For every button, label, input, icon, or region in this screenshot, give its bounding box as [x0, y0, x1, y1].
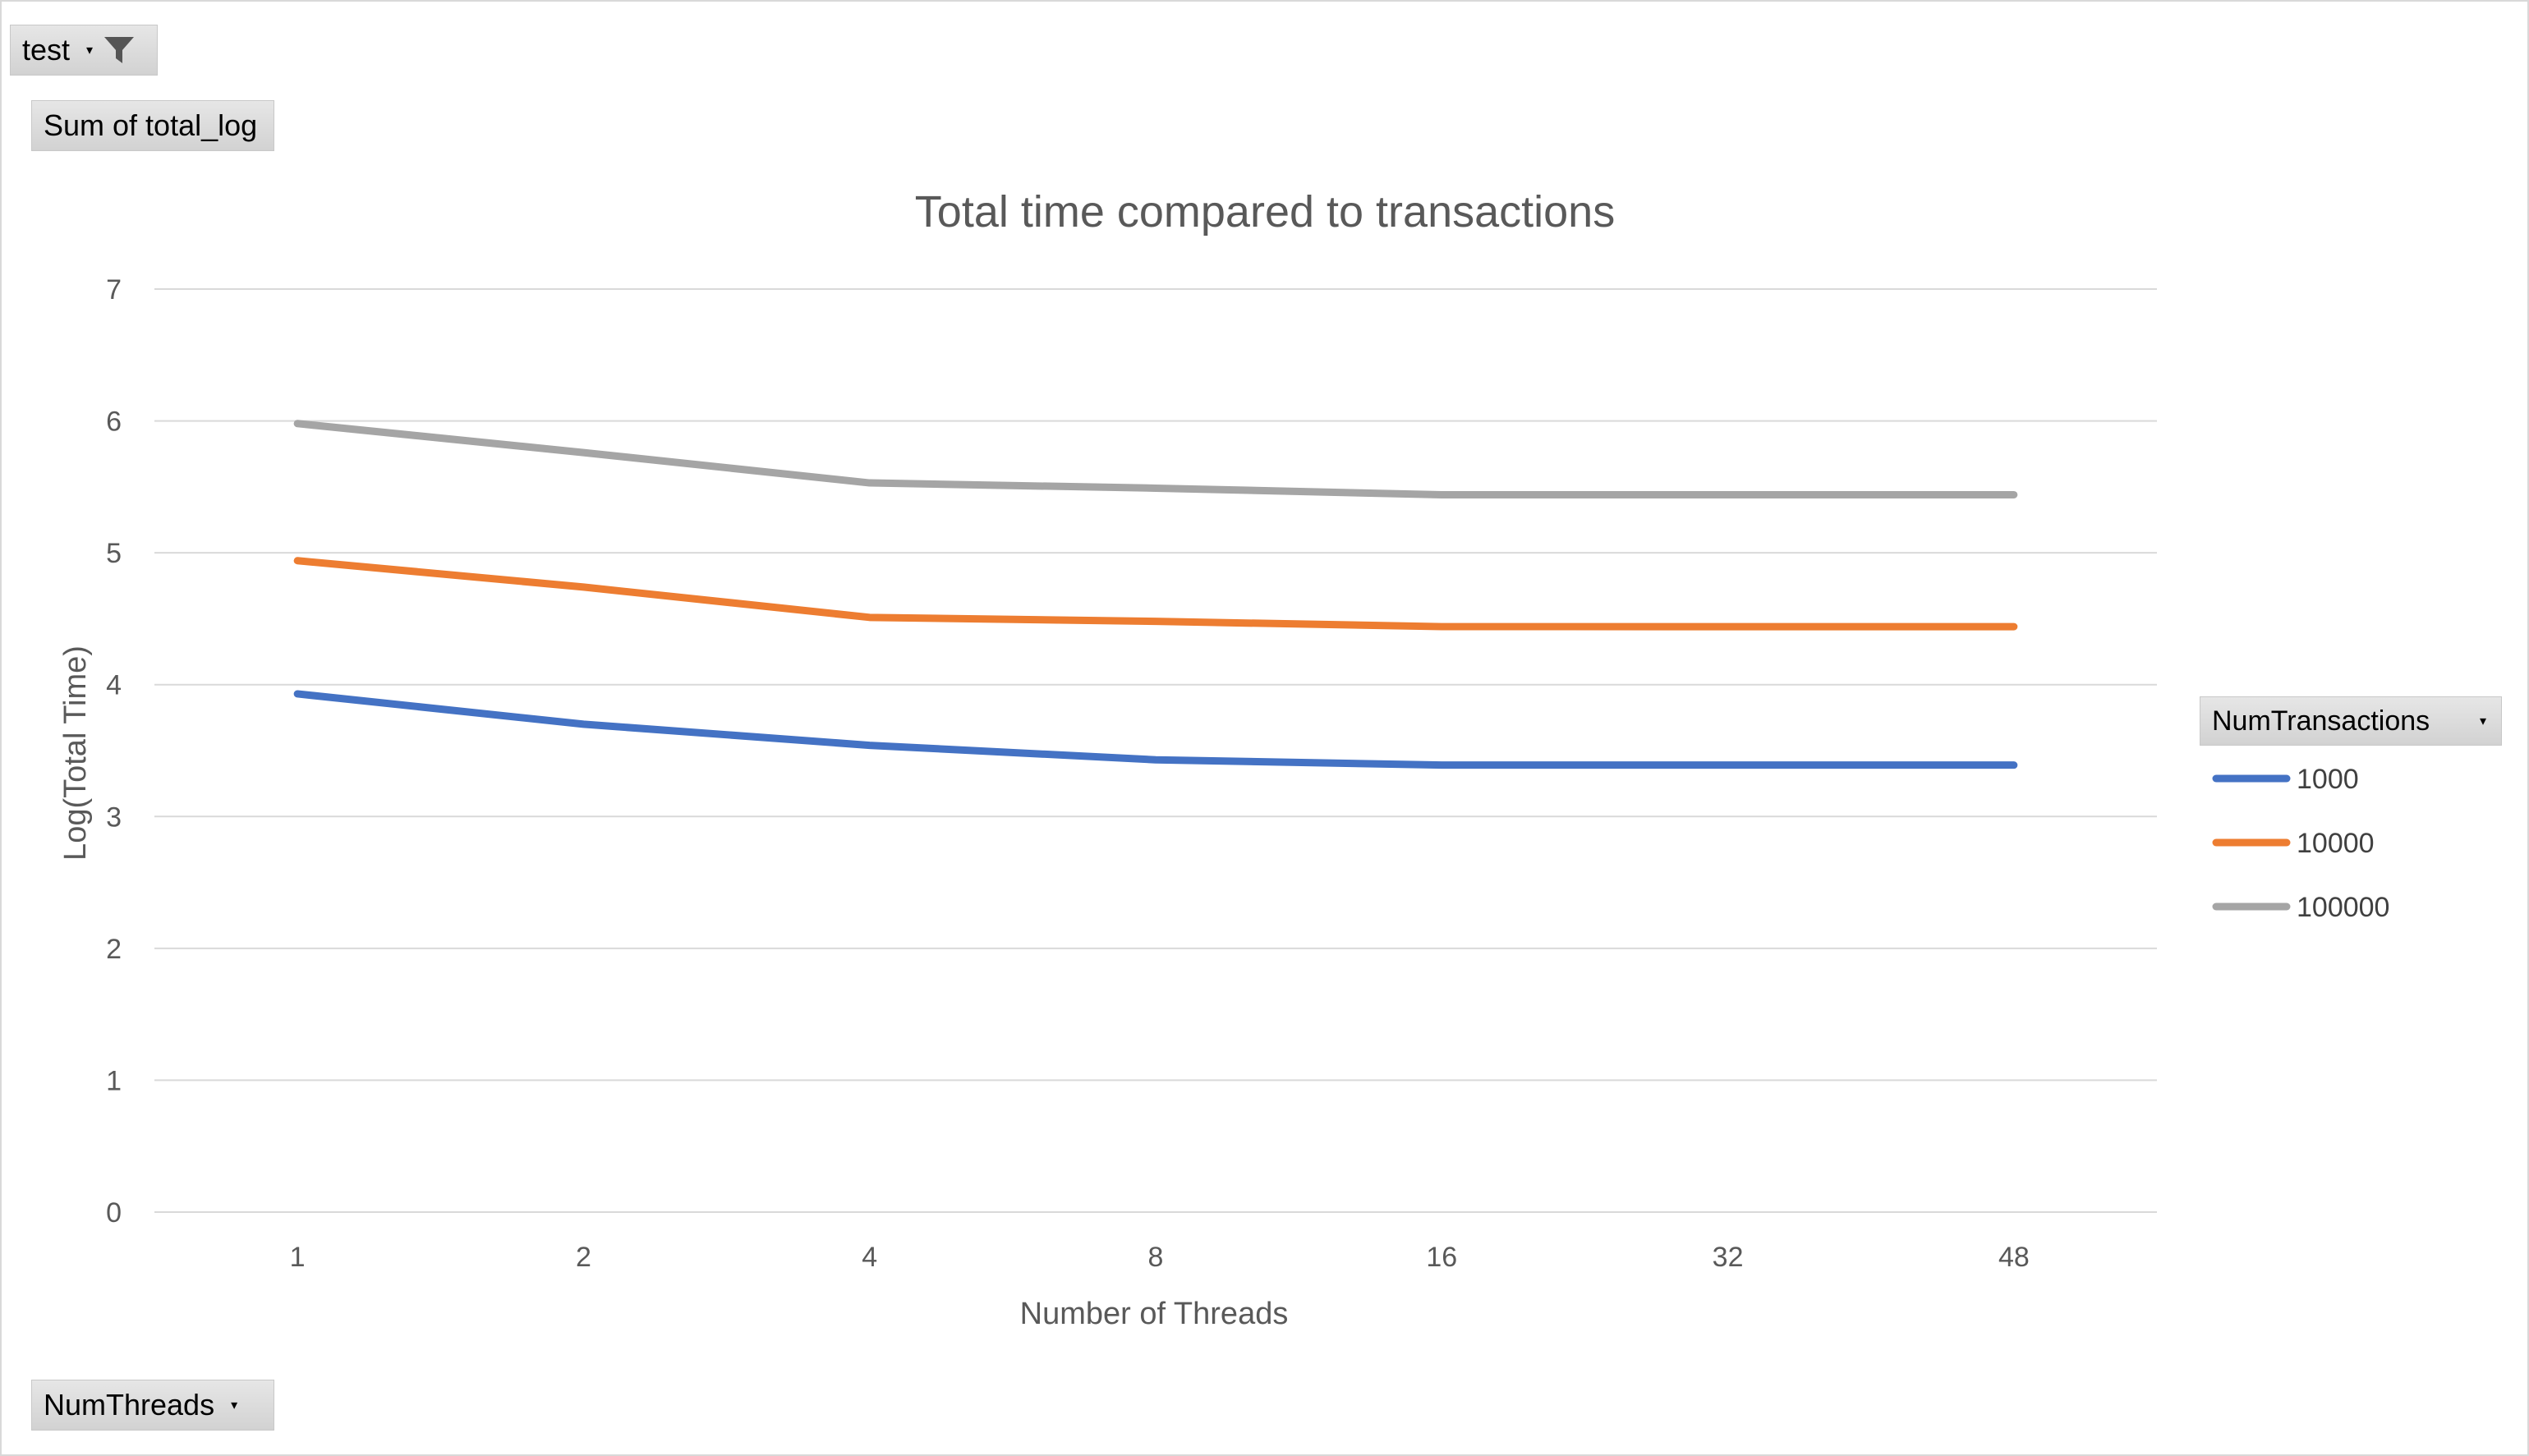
legend-entry-10000[interactable]: 10000: [2297, 828, 2375, 859]
y-axis-label: Log(Total Time): [58, 645, 93, 861]
legend-entry-1000[interactable]: 1000: [2297, 764, 2359, 795]
series-group: [293, 420, 2018, 769]
series-line-10000: [293, 557, 2018, 631]
values-field-button[interactable]: Sum of total_log: [31, 100, 274, 151]
y-tick-label: 0: [106, 1197, 122, 1229]
axis-field-button[interactable]: NumThreads ▾: [31, 1380, 274, 1431]
filter-funnel-icon: [104, 37, 135, 63]
legend-entry-100000[interactable]: 100000: [2297, 892, 2389, 923]
dropdown-icon: ▾: [2479, 714, 2486, 728]
y-tick-label: 5: [106, 538, 122, 569]
y-tick-label: 7: [106, 274, 122, 305]
x-tick-label: 1: [290, 1242, 306, 1273]
x-tick-label: 4: [862, 1242, 877, 1273]
x-axis-ticks: 1 2 4 8 16 32 48: [290, 1242, 2030, 1273]
filter-field-label: test: [22, 33, 71, 67]
x-tick-label: 48: [1998, 1242, 2030, 1273]
gridlines: [154, 288, 2157, 1213]
filter-field-button[interactable]: test ▾: [10, 25, 158, 76]
y-tick-label: 2: [106, 934, 122, 965]
x-tick-label: 2: [576, 1242, 591, 1273]
y-tick-label: 4: [106, 670, 122, 701]
y-tick-label: 1: [106, 1065, 122, 1096]
y-axis-ticks: 0 1 2 3 4 5 6 7: [106, 274, 122, 1229]
x-tick-label: 8: [1148, 1242, 1164, 1273]
legend-field-label: NumTransactions: [2212, 705, 2430, 737]
legend-field-button[interactable]: NumTransactions ▾: [2200, 696, 2502, 746]
series-line-100000: [293, 420, 2018, 498]
series-line-1000: [293, 690, 2018, 769]
x-axis-label: Number of Threads: [1020, 1297, 1289, 1331]
y-tick-label: 6: [106, 406, 122, 438]
dropdown-icon: ▾: [231, 1399, 238, 1412]
dropdown-icon: ▾: [86, 44, 94, 57]
values-field-label: Sum of total_log: [44, 108, 258, 142]
y-tick-label: 3: [106, 801, 122, 833]
x-tick-label: 16: [1426, 1242, 1457, 1273]
x-tick-label: 32: [1713, 1242, 1744, 1273]
axis-field-label: NumThreads: [44, 1388, 215, 1422]
chart-title: Total time compared to transactions: [915, 187, 1615, 237]
legend: 1000 10000 100000: [2212, 764, 2389, 923]
